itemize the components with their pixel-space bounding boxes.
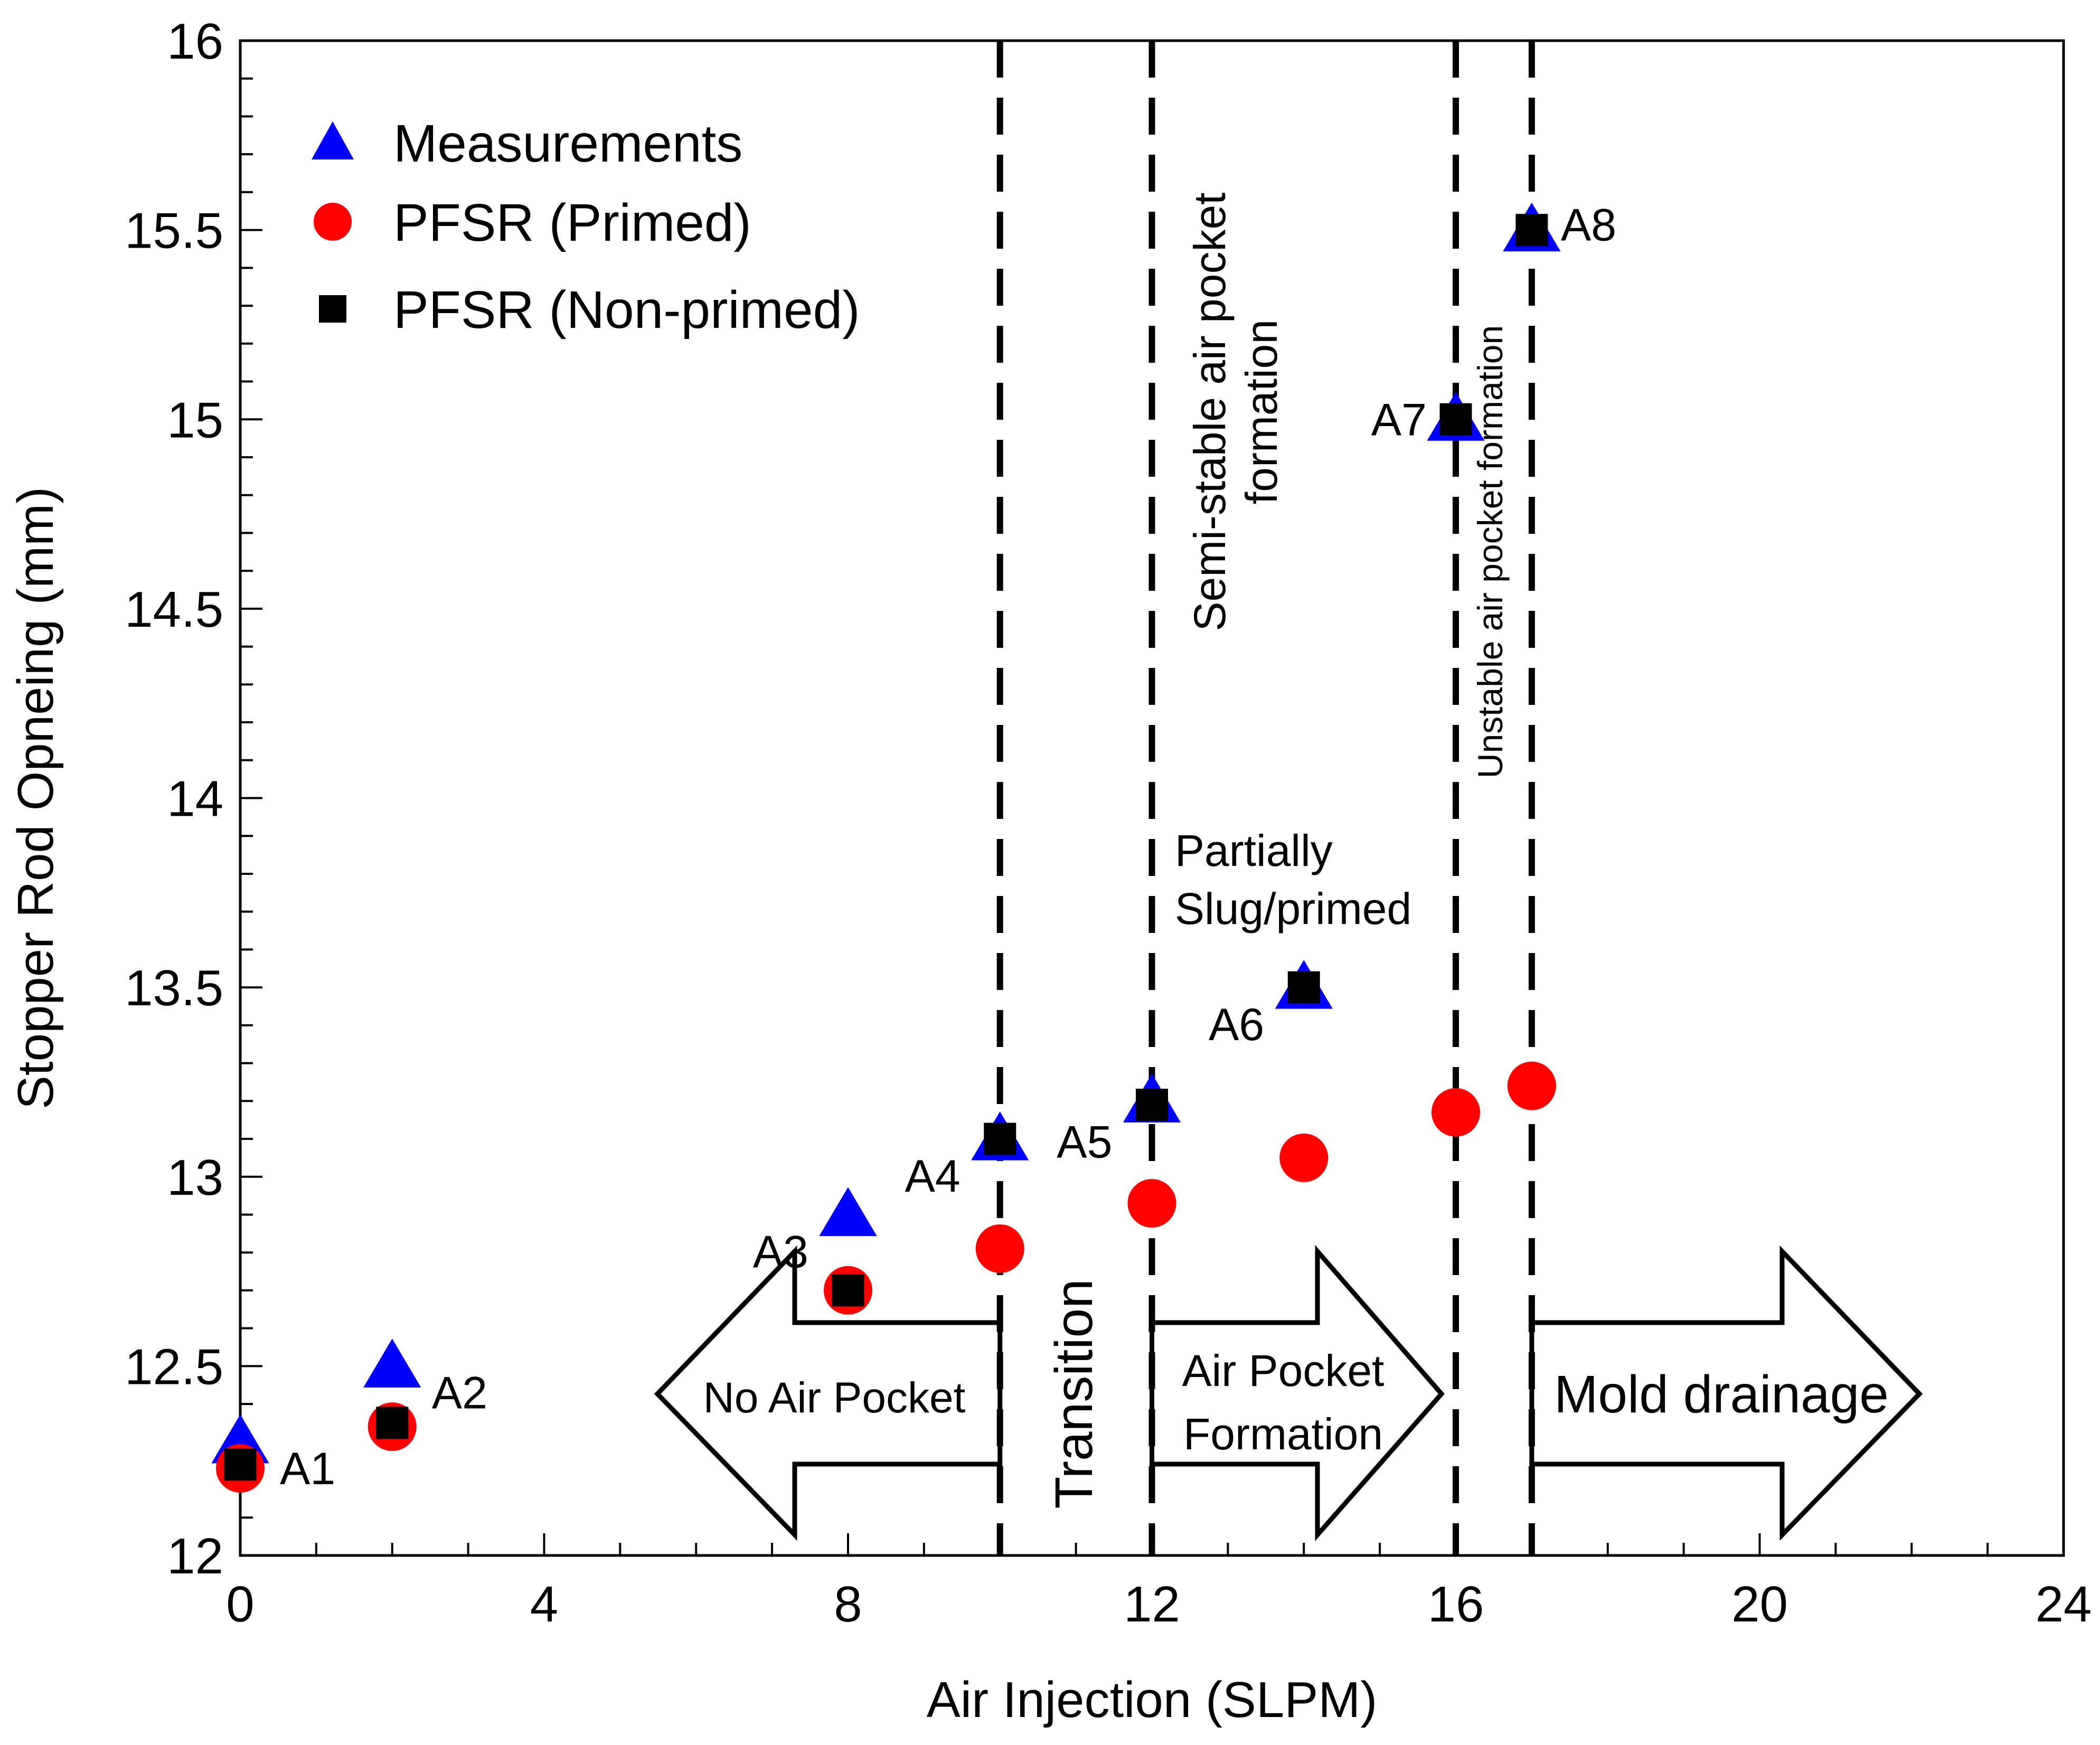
y-tick-label: 15.5 bbox=[125, 203, 223, 259]
pfsr-primed-point bbox=[1507, 1061, 1556, 1110]
point-label: A5 bbox=[1057, 1117, 1112, 1167]
point-label: A7 bbox=[1371, 394, 1427, 445]
x-tick-label: 0 bbox=[226, 1576, 254, 1633]
data-points bbox=[211, 202, 1561, 1493]
x-axis-title: Air Injection (SLPM) bbox=[927, 1672, 1378, 1728]
y-axis-title: Stopper Rod Opneing (mm) bbox=[7, 487, 64, 1109]
legend-label: PFSR (Non-primed) bbox=[393, 280, 860, 339]
point-label: A3 bbox=[753, 1227, 808, 1277]
y-tick-label: 15 bbox=[167, 392, 223, 448]
pfsr-non-primed-point bbox=[1439, 403, 1472, 436]
partially-annotation: Slug/primed bbox=[1175, 884, 1411, 933]
pfsr-non-primed-point bbox=[1287, 971, 1320, 1004]
mold-drainage-arrow bbox=[1529, 1245, 1923, 1541]
no-air-pocket-label: No Air Pocket bbox=[703, 1374, 966, 1422]
region-arrows bbox=[654, 1244, 1923, 1541]
pfsr-primed-point bbox=[1432, 1088, 1480, 1137]
mold-drainage-label: Mold drainage bbox=[1554, 1365, 1889, 1424]
text-labels: Air Injection (SLPM) Stopper Rod Opneing … bbox=[7, 192, 1889, 1728]
unstable-annotation: Unstable air pocket formation bbox=[1471, 325, 1510, 778]
semi-stable-annotation: Semi-stable air pocket bbox=[1185, 192, 1235, 631]
x-tick-label: 16 bbox=[1428, 1576, 1484, 1633]
pfsr-non-primed-point bbox=[376, 1407, 409, 1439]
y-tick-label: 12 bbox=[167, 1528, 223, 1584]
pfsr-non-primed-point bbox=[832, 1274, 864, 1307]
pfsr-non-primed-point bbox=[1136, 1088, 1168, 1121]
point-label: A4 bbox=[905, 1151, 960, 1202]
legend-circle-icon bbox=[314, 203, 352, 241]
y-tick-label: 13 bbox=[167, 1149, 223, 1206]
partially-annotation: Partially bbox=[1175, 826, 1333, 875]
axis-ticks: 0 4 8 12 16 20 24 12 12.5 13 13.5 14 14.5 15 15.5 16 bbox=[125, 13, 2092, 1633]
regime-boundary-lines bbox=[996, 41, 1535, 1555]
y-tick-label: 14 bbox=[167, 771, 223, 827]
point-label: A2 bbox=[432, 1367, 487, 1418]
y-tick-label: 16 bbox=[167, 13, 223, 70]
measurement-point bbox=[819, 1187, 877, 1237]
air-pocket-formation-arrow bbox=[1150, 1244, 1445, 1541]
x-tick-label: 8 bbox=[834, 1576, 862, 1633]
point-label: A8 bbox=[1561, 200, 1616, 251]
x-tick-label: 12 bbox=[1124, 1576, 1180, 1633]
pfsr-non-primed-point bbox=[224, 1448, 257, 1481]
pfsr-primed-point bbox=[1279, 1133, 1329, 1182]
legend-label: PFSR (Primed) bbox=[393, 193, 751, 252]
pfsr-non-primed-point bbox=[984, 1123, 1016, 1155]
pfsr-primed-point bbox=[975, 1224, 1024, 1274]
pfsr-primed-point bbox=[1127, 1178, 1176, 1228]
air-pocket-formation-label: Formation bbox=[1183, 1409, 1383, 1459]
measurement-point bbox=[363, 1338, 421, 1388]
air-pocket-formation-label: Air Pocket bbox=[1182, 1346, 1385, 1395]
legend: Measurements PFSR (Primed) PFSR (Non-prime… bbox=[312, 114, 860, 339]
y-tick-label: 12.5 bbox=[125, 1338, 223, 1395]
x-tick-label: 4 bbox=[530, 1576, 558, 1633]
y-tick-label: 13.5 bbox=[125, 960, 223, 1016]
legend-triangle-icon bbox=[312, 121, 354, 159]
semi-stable-annotation: formation bbox=[1237, 319, 1286, 504]
point-label: A6 bbox=[1209, 999, 1264, 1050]
legend-label: Measurements bbox=[393, 114, 742, 173]
x-tick-label: 24 bbox=[2036, 1576, 2092, 1633]
legend-square-icon bbox=[319, 295, 346, 323]
no-air-pocket-arrow bbox=[654, 1245, 1003, 1541]
point-label: A1 bbox=[280, 1444, 335, 1494]
x-tick-label: 20 bbox=[1731, 1576, 1788, 1633]
transition-label: Transition bbox=[1044, 1279, 1104, 1508]
y-tick-label: 14.5 bbox=[125, 581, 223, 638]
pfsr-non-primed-point bbox=[1515, 214, 1548, 247]
